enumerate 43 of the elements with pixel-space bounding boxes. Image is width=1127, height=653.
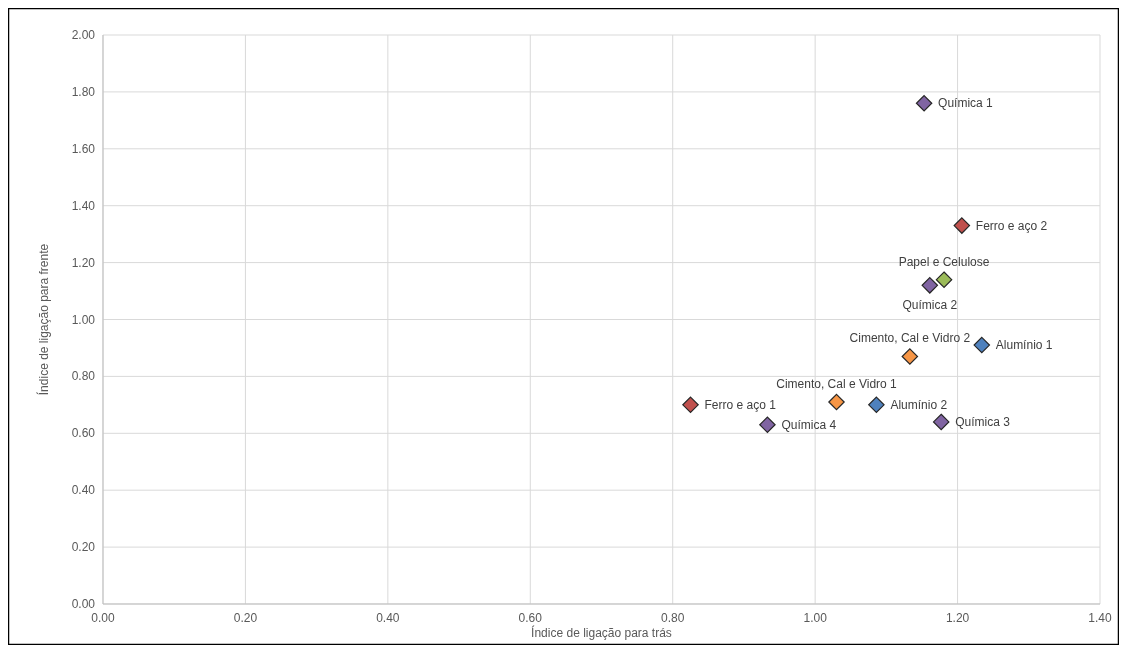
y-tick-label: 2.00 [71, 28, 96, 42]
y-tick-label: 0.00 [71, 597, 96, 611]
y-tick-label: 1.60 [71, 141, 96, 156]
point [953, 217, 971, 234]
y-tick-label: 1.00 [71, 312, 96, 327]
y-axis-title: Índice de ligação para frente [36, 243, 51, 396]
x-tick-label: 0.60 [518, 611, 543, 625]
x-tick-label: 1.00 [803, 611, 828, 625]
point [759, 416, 776, 434]
y-tick-label: 1.20 [71, 255, 96, 270]
annotation: Alumínio 1 [995, 338, 1053, 353]
annotation: Papel e Celulose [898, 254, 990, 269]
annotation: Química 2 [902, 298, 958, 313]
point [921, 277, 939, 294]
point [901, 348, 919, 365]
point [973, 336, 991, 354]
x-axis-title: Índice de ligação para trás [531, 625, 672, 640]
x-tick-label: 0.00 [91, 611, 115, 625]
annotation: Ferro e aço 1 [704, 397, 777, 412]
point [828, 393, 845, 411]
annotation: Ferro e aço 2 [975, 218, 1048, 233]
y-tick-label: 1.40 [71, 198, 96, 213]
y-tick-label: 1.80 [71, 84, 96, 99]
point [682, 396, 699, 414]
y-tick-label: 0.80 [71, 369, 96, 384]
annotation: Química 3 [955, 414, 1011, 429]
point [915, 95, 933, 112]
y-tick-label: 0.60 [71, 426, 96, 441]
x-tick-label: 1.40 [1088, 611, 1112, 625]
annotation: Química 4 [781, 417, 837, 432]
point [935, 271, 953, 288]
y-tick-label: 0.20 [71, 540, 96, 555]
x-tick-label: 1.20 [945, 611, 970, 625]
x-tick-label: 0.40 [376, 611, 400, 625]
x-tick-label: 0.20 [233, 611, 258, 625]
annotation: Cimento, Cal e Vidro 2 [849, 331, 971, 346]
point [932, 413, 950, 431]
annotation: Química 1 [938, 96, 994, 111]
annotation: Cimento, Cal e Vidro 1 [776, 377, 898, 392]
point [868, 396, 885, 414]
annotation: Alumínio 2 [890, 397, 948, 412]
x-tick-label: 0.80 [661, 611, 685, 625]
y-tick-label: 0.40 [71, 483, 96, 498]
